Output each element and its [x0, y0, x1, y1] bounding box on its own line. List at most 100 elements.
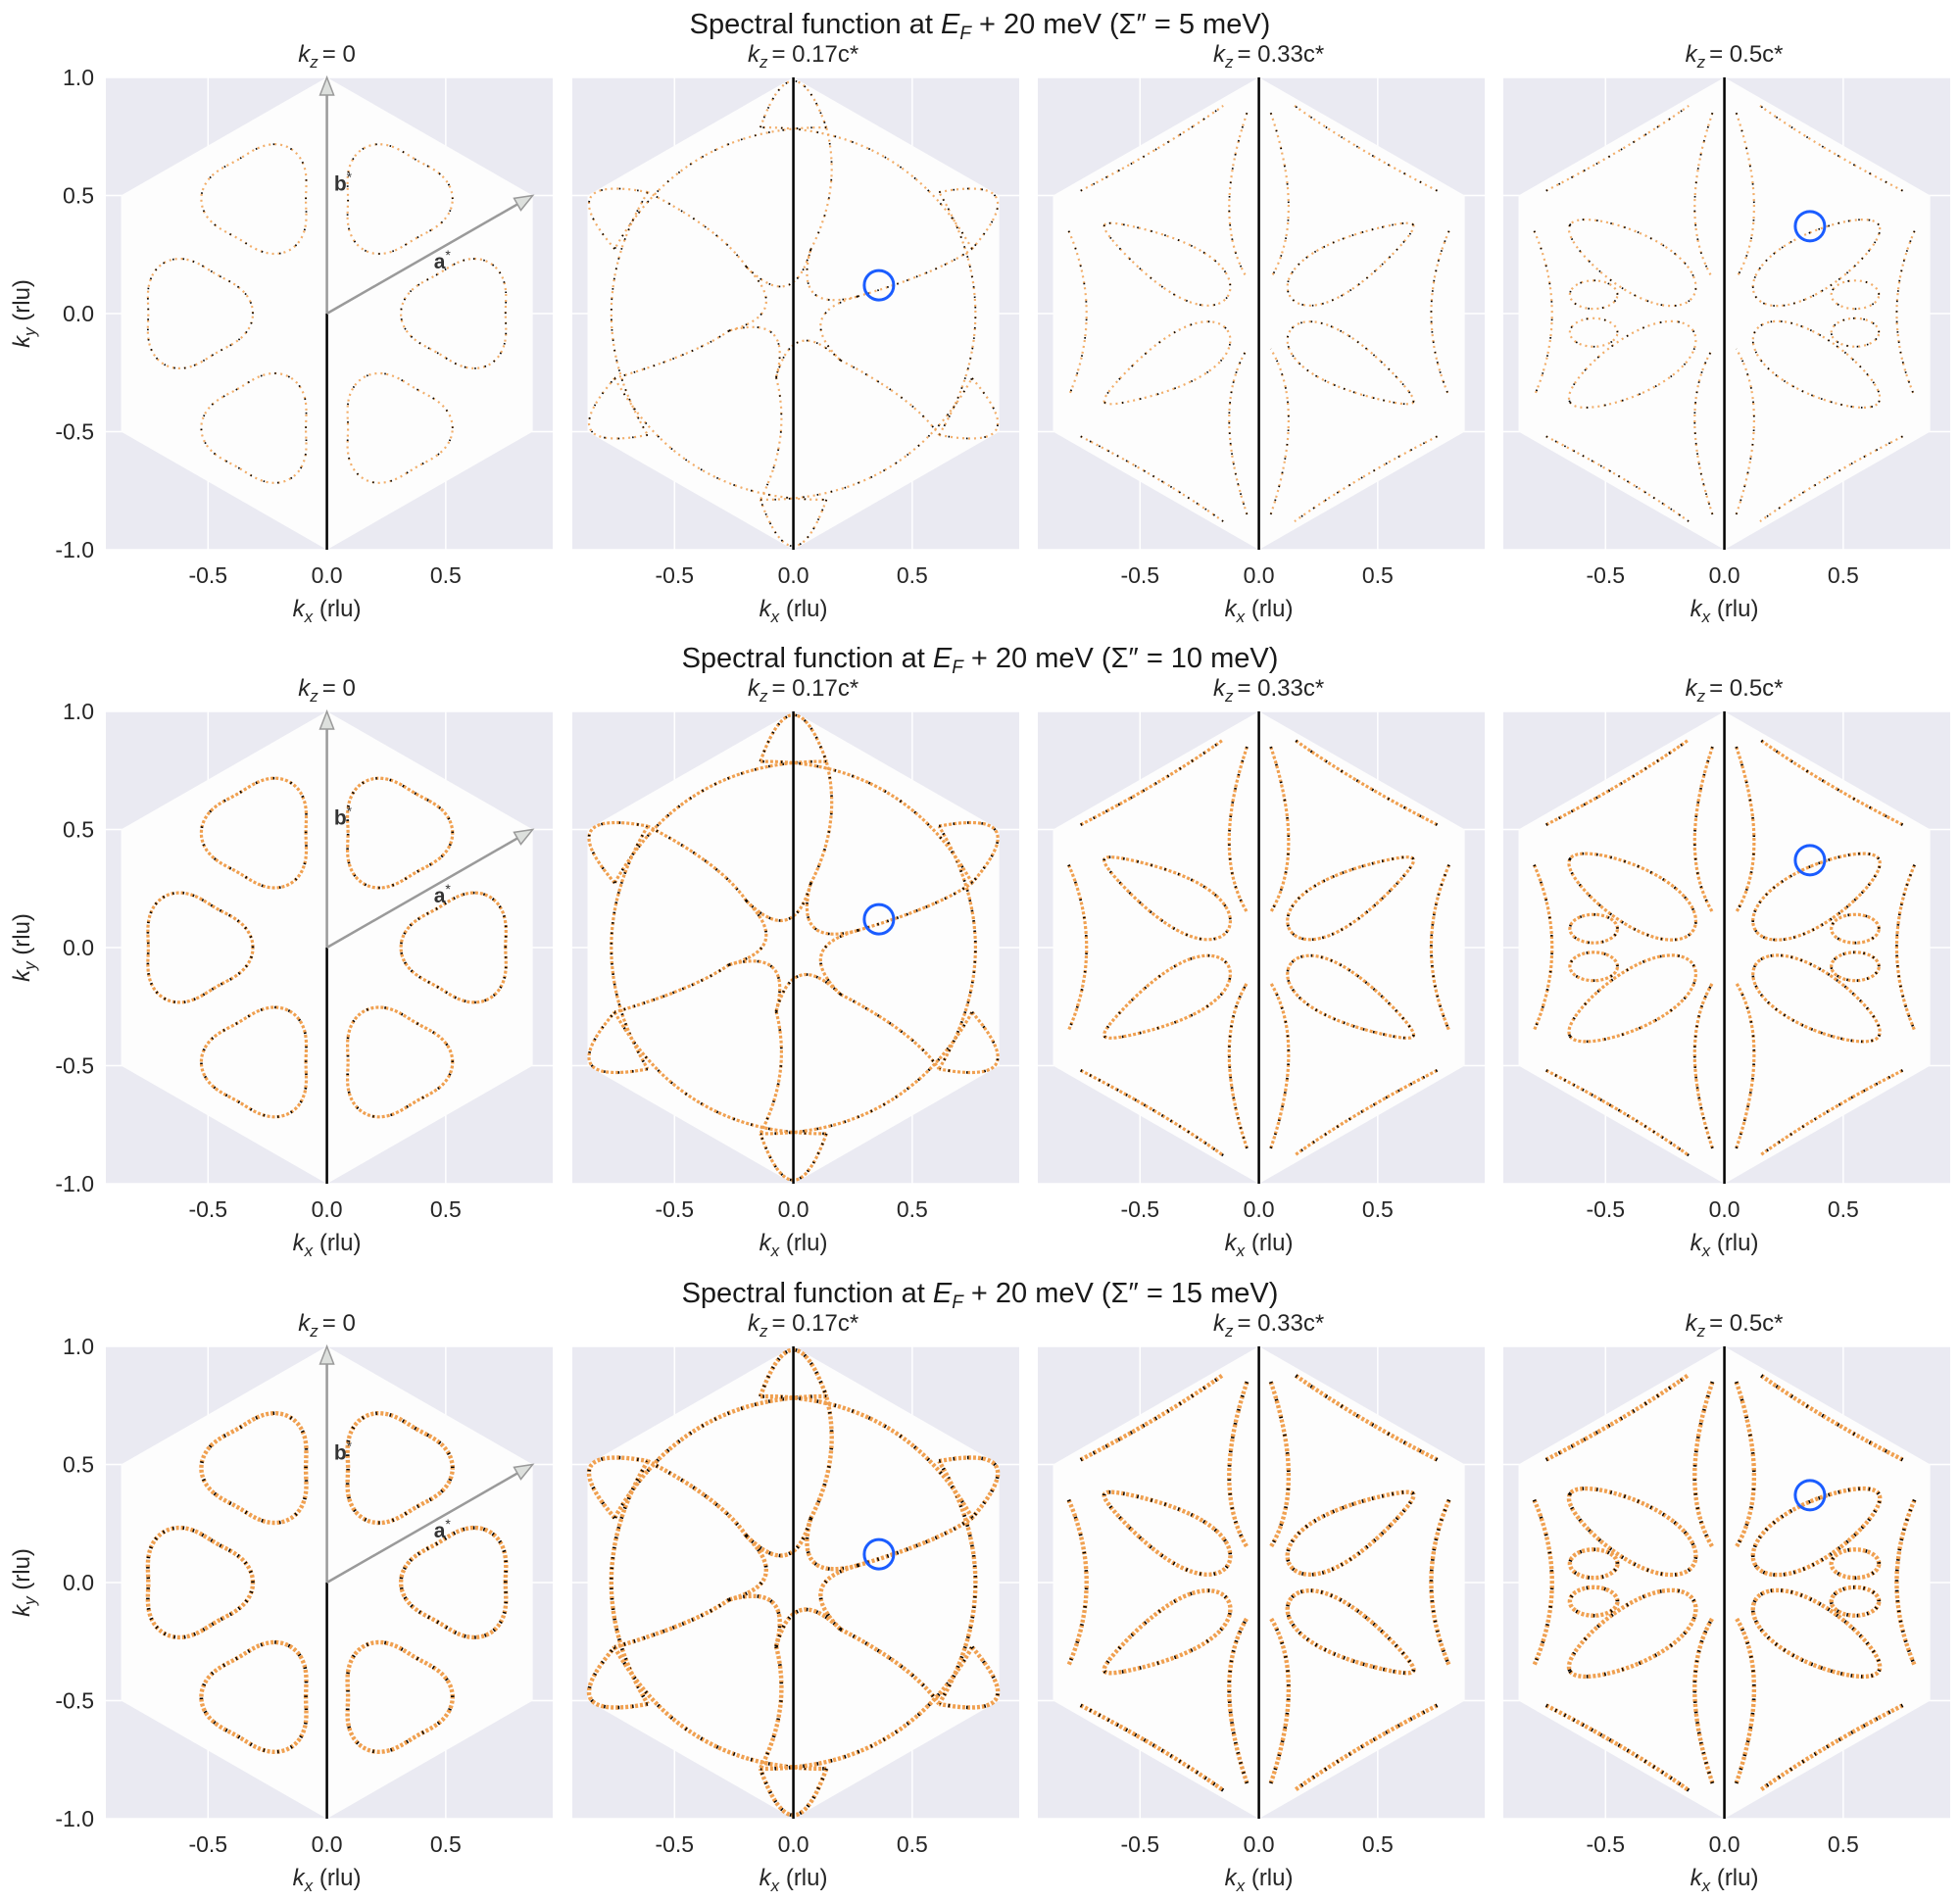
xlabel-symbol: k [1690, 596, 1704, 622]
fermi-surface-peak-dots [1568, 219, 1697, 307]
ylabel-unit: (rlu) [9, 913, 35, 961]
fermi-surface-contour [647, 191, 748, 268]
panel-title: kz = 0.5c* [1686, 675, 1784, 706]
panel-title: kz = 0.5c* [1686, 1310, 1784, 1341]
kz-subscript: z [1224, 1322, 1234, 1341]
x-axis-label: kx (rlu) [293, 1865, 362, 1895]
fermi-surface-peak-dots [806, 249, 858, 302]
xlabel-symbol: k [293, 596, 307, 622]
row-title-energy-subscript: F [952, 1292, 964, 1313]
fermi-surface-contour [728, 1593, 782, 1647]
xlabel-subscript: x [1236, 608, 1246, 626]
xlabel-subscript: x [304, 1242, 314, 1260]
fermi-surface-peak-dots [818, 1563, 858, 1631]
fermi-surface-peak-dots [728, 325, 781, 378]
vector-label-symbol: a [434, 1520, 446, 1542]
row-title-energy-symbol: E [941, 9, 960, 40]
row-title-suffix: + 20 meV (Σ″ = 10 meV) [963, 643, 1279, 674]
fermi-surface-contour [1750, 1486, 1883, 1578]
b-star-arrowhead-icon [318, 1343, 335, 1365]
a-star-arrowhead-icon [513, 828, 535, 846]
fermi-surface-contour [1079, 738, 1225, 827]
vector-label-superscript: * [347, 1439, 353, 1454]
fermi-surface-contour [818, 1563, 858, 1632]
fermi-surface-peak-dots [745, 1518, 812, 1558]
fermi-surface-contour [399, 891, 508, 1004]
fermi-surface-peak-dots [1286, 953, 1415, 1040]
fermi-surface-contour [1102, 1489, 1233, 1577]
fermi-surface-contour [1079, 1373, 1225, 1462]
fermi-surface-contour [1227, 1381, 1250, 1548]
xlabel-subscript: x [770, 1877, 780, 1895]
vector-label-superscript: * [347, 170, 353, 185]
kz-symbol: k [1686, 41, 1699, 68]
x-tick-label: -0.5 [1120, 1831, 1159, 1857]
fermi-surface-contour [1734, 1381, 1757, 1548]
fermi-surface-contour [1294, 738, 1439, 827]
xlabel-symbol: k [293, 1865, 307, 1891]
a-star-arrowhead-icon [513, 1463, 535, 1481]
xlabel-symbol: k [760, 1865, 773, 1891]
kz-value: = 0.17c* [771, 1310, 858, 1337]
fermi-surface-contour [1758, 1373, 1904, 1462]
fermi-surface-contour [610, 825, 650, 1070]
xlabel-subscript: x [1236, 1877, 1246, 1895]
ylabel-symbol: k [9, 334, 35, 348]
fermi-surface-peak-dots [939, 377, 1000, 440]
y-axis-label: ky (rlu) [9, 279, 39, 348]
xlabel-symbol: k [1225, 1865, 1239, 1891]
fermi-surface-contour [773, 1607, 843, 1647]
x-axis-label: kx (rlu) [293, 596, 362, 626]
fermi-surface-peak-dots [745, 249, 812, 288]
row-title: Spectral function at EF + 20 meV (Σ″ = 5… [690, 9, 1271, 44]
fermi-surface-contour [345, 1411, 455, 1526]
marker-circle [1793, 1479, 1827, 1512]
fermi-surface-contour [1759, 435, 1904, 522]
fermi-surface-contour [1080, 105, 1224, 192]
vector-label-superscript: * [445, 247, 451, 263]
kz-subscript: z [1696, 687, 1706, 706]
ylabel-unit: (rlu) [9, 279, 35, 327]
x-tick-label: -0.5 [655, 1831, 694, 1857]
fermi-surface-contour [937, 825, 978, 1070]
b-star-label: b* [334, 1439, 353, 1465]
panel-title: kz = 0 [298, 1310, 356, 1341]
fermi-surface-contour [1269, 746, 1291, 913]
row-title-energy-symbol: E [933, 643, 953, 674]
fermi-surface-peak-dots [840, 359, 940, 436]
fermi-surface-peak-dots [728, 959, 781, 1012]
fermi-surface-contour [1894, 863, 1917, 1031]
xlabel-unit: (rlu) [313, 1865, 361, 1891]
x-tick-label: -0.5 [655, 1196, 694, 1222]
xlabel-unit: (rlu) [1710, 1230, 1758, 1256]
fermi-surface-contour [1269, 348, 1291, 515]
fermi-surface-contour [146, 258, 255, 369]
fermi-surface-contour [398, 1525, 509, 1640]
fermi-surface-contour [1567, 1585, 1620, 1618]
fermi-surface-contour [1066, 1498, 1089, 1667]
fermi-surface-contour [1567, 852, 1697, 942]
fermi-surface-peak-dots [728, 1535, 768, 1602]
fermi-surface-contour [839, 1627, 942, 1706]
fermi-surface-contour [587, 377, 649, 440]
fermi-surface-contour [1228, 348, 1249, 515]
row-title-energy-subscript: F [959, 24, 972, 44]
kz-symbol: k [1686, 1310, 1699, 1337]
x-axis-label: kx (rlu) [760, 596, 828, 626]
ylabel-subscript: y [21, 1595, 39, 1606]
xlabel-subscript: x [1236, 1242, 1246, 1260]
fermi-surface-contour [586, 1645, 649, 1710]
panel-title: kz = 0.33c* [1213, 1310, 1324, 1341]
xlabel-unit: (rlu) [779, 1230, 827, 1256]
vector-label-superscript: * [347, 804, 353, 819]
fermi-surface-contour [938, 820, 1000, 885]
fermi-surface-contour [1735, 112, 1756, 279]
y-axis-label: ky (rlu) [9, 1548, 39, 1617]
ylabel-subscript: y [21, 960, 39, 971]
x-axis-label: kx (rlu) [1225, 1230, 1294, 1260]
x-tick-label: -0.5 [188, 562, 227, 588]
fermi-surface-contour [1079, 1068, 1225, 1157]
kz-value: = 0.5c* [1709, 675, 1783, 702]
marker-circle [1793, 210, 1827, 243]
kz-subscript: z [759, 53, 768, 72]
